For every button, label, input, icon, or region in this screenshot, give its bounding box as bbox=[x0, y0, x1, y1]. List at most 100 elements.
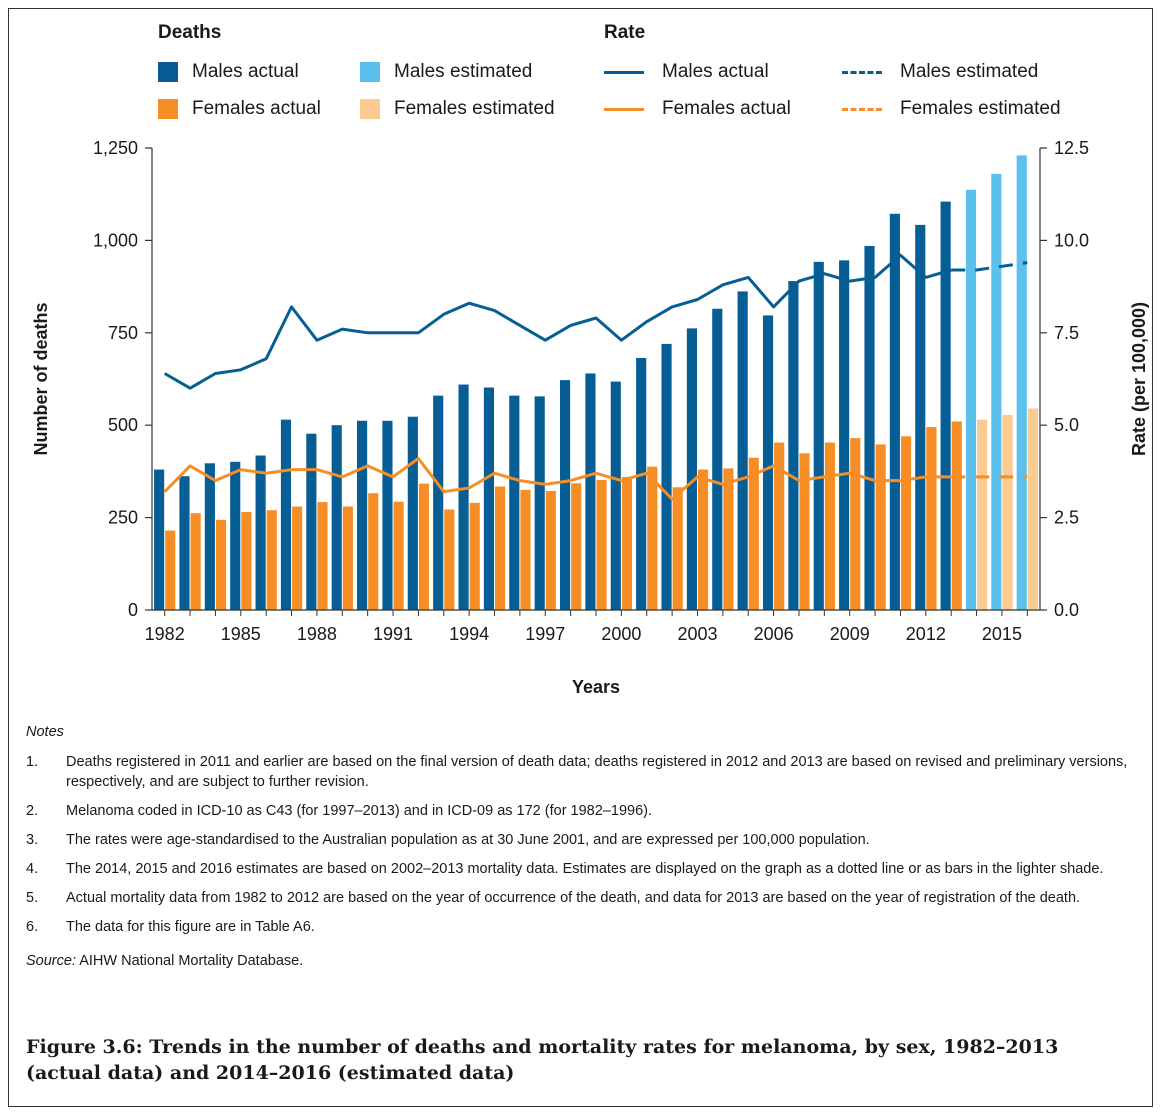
legend-heading-deaths: Deaths bbox=[158, 22, 222, 43]
bar-males-actual bbox=[813, 261, 824, 610]
bar-males-actual bbox=[255, 455, 266, 610]
right-tick-label: 10.0 bbox=[1054, 230, 1089, 250]
bar-females-estimated bbox=[1002, 414, 1013, 610]
bar-females-actual bbox=[368, 493, 379, 610]
bar-females-actual bbox=[900, 436, 912, 610]
y2-axis-title: Rate (per 100,000) bbox=[1129, 302, 1149, 456]
source-label: Source: bbox=[26, 953, 76, 969]
bar-males-actual bbox=[737, 291, 748, 610]
x-tick-label: 2006 bbox=[754, 624, 794, 644]
bar-females-actual bbox=[241, 512, 252, 610]
x-tick-label: 1994 bbox=[449, 624, 489, 644]
bar-males-actual bbox=[230, 461, 241, 610]
bar-males-actual bbox=[534, 396, 545, 610]
note-number: 6. bbox=[26, 919, 39, 935]
legend-label: Males estimated bbox=[394, 61, 533, 82]
note-item: 4. The 2014, 2015 and 2016 estimates are … bbox=[26, 859, 1146, 879]
line-males-actual bbox=[163, 253, 952, 390]
legend-swatch bbox=[158, 99, 178, 119]
bar-males-actual bbox=[280, 419, 292, 610]
bar-males-actual bbox=[839, 260, 850, 610]
bar-females-actual bbox=[266, 510, 277, 610]
note-item: 1. Deaths registered in 2011 and earlier … bbox=[26, 752, 1146, 792]
bar-females-estimated bbox=[1027, 408, 1038, 610]
bar-females-actual bbox=[672, 487, 683, 610]
bar-males-actual bbox=[940, 201, 951, 611]
right-tick-label: 12.5 bbox=[1054, 138, 1089, 158]
note-number: 5. bbox=[26, 890, 39, 906]
bar-females-actual bbox=[850, 438, 861, 610]
bar-males-actual bbox=[331, 425, 342, 610]
legend-dash-swatch bbox=[842, 70, 882, 74]
bar-females-actual bbox=[926, 427, 937, 610]
bar-males-estimated bbox=[991, 173, 1002, 610]
bar-males-actual bbox=[357, 420, 368, 610]
x-tick-label: 2015 bbox=[982, 624, 1022, 644]
legend-label: Females estimated bbox=[900, 98, 1061, 119]
notes-title: Notes bbox=[26, 724, 64, 740]
note-item: 5. Actual mortality data from 1982 to 201… bbox=[26, 888, 1146, 908]
legend-item-females-estimated-line: Females estimated bbox=[842, 98, 1061, 120]
bar-males-actual bbox=[585, 373, 596, 610]
left-tick-label: 250 bbox=[108, 508, 138, 528]
bar-males-actual bbox=[915, 224, 926, 610]
note-text: Deaths registered in 2011 and earlier ar… bbox=[66, 754, 1128, 790]
bar-males-actual bbox=[483, 387, 495, 610]
legend-swatch bbox=[360, 62, 380, 82]
legend-item-females-estimated-bar: Females estimated bbox=[360, 98, 555, 120]
legend-item-females-actual-line: Females actual bbox=[604, 98, 791, 120]
bar-males-actual bbox=[382, 420, 393, 610]
bar-females-actual bbox=[317, 502, 328, 610]
bar-males-actual bbox=[407, 416, 418, 610]
x-tick-label: 2000 bbox=[601, 624, 641, 644]
left-tick-label: 1,000 bbox=[93, 230, 138, 250]
legend-item-males-actual-line: Males actual bbox=[604, 61, 769, 83]
bar-females-actual bbox=[545, 490, 556, 610]
bar-females-actual bbox=[444, 509, 455, 610]
x-tick-label: 2003 bbox=[677, 624, 717, 644]
legend-label: Males actual bbox=[662, 61, 769, 82]
line-females-actual bbox=[163, 457, 952, 501]
x-tick-label: 1991 bbox=[373, 624, 413, 644]
bar-females-actual bbox=[647, 466, 658, 610]
legend-item-males-estimated-line: Males estimated bbox=[842, 61, 1038, 83]
bar-males-actual bbox=[433, 395, 444, 610]
x-tick-label: 1985 bbox=[221, 624, 261, 644]
legend-heading-rate: Rate bbox=[604, 22, 646, 43]
left-tick-label: 0 bbox=[128, 600, 138, 620]
bar-females-actual bbox=[621, 476, 633, 610]
legend-label: Females actual bbox=[192, 98, 321, 119]
note-text: Actual mortality data from 1982 to 2012 … bbox=[66, 890, 1081, 906]
bar-females-actual bbox=[748, 457, 759, 610]
bar-females-actual bbox=[697, 469, 709, 610]
right-tick-label: 5.0 bbox=[1054, 415, 1079, 435]
note-item: 2. Melanoma coded in ICD-10 as C43 (for 1… bbox=[26, 801, 1146, 821]
legend-item-females-actual-bar: Females actual bbox=[158, 98, 321, 120]
bar-males-actual bbox=[306, 433, 317, 610]
bar-females-actual bbox=[469, 502, 480, 610]
legend-swatch bbox=[360, 99, 380, 119]
bar-females-actual bbox=[824, 442, 835, 610]
y-axis-title: Number of deaths bbox=[31, 302, 51, 455]
figure-caption: Figure 3.6: Trends in the number of deat… bbox=[26, 1036, 1059, 1084]
bar-females-estimated bbox=[977, 419, 988, 610]
bar-females-actual bbox=[393, 501, 404, 610]
bar-females-actual bbox=[799, 453, 810, 610]
source-text: AIHW National Mortality Database. bbox=[75, 953, 304, 969]
legend-label: Males actual bbox=[192, 61, 299, 82]
bar-males-actual bbox=[509, 395, 520, 610]
legend-item-males-estimated-bar: Males estimated bbox=[360, 61, 532, 83]
x-tick-label: 1988 bbox=[297, 624, 337, 644]
x-tick-label: 2009 bbox=[830, 624, 870, 644]
notes-list: 1. Deaths registered in 2011 and earlier … bbox=[26, 752, 1146, 937]
note-item: 3. The rates were age-standardised to the… bbox=[26, 830, 1146, 850]
source-line: Source: AIHW National Mortality Database… bbox=[26, 951, 1146, 971]
bar-females-actual bbox=[190, 513, 201, 610]
right-tick-label: 0.0 bbox=[1054, 600, 1079, 620]
figure-frame bbox=[8, 8, 1153, 1107]
legend-line-swatch bbox=[604, 107, 644, 111]
legend-label: Males estimated bbox=[900, 61, 1039, 82]
note-text: Melanoma coded in ICD-10 as C43 (for 199… bbox=[66, 803, 652, 819]
bar-males-actual bbox=[889, 213, 900, 610]
bar-males-actual bbox=[559, 380, 571, 610]
